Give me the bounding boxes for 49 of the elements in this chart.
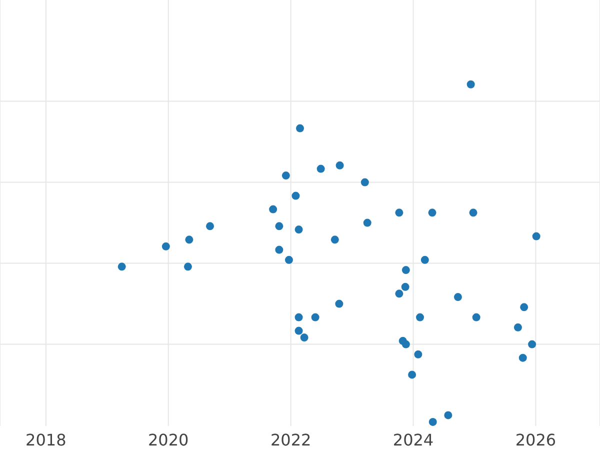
point (528, 340, 536, 348)
x-tick-label: 2026 (515, 430, 556, 450)
point (363, 218, 372, 227)
point (316, 164, 325, 173)
point (294, 326, 303, 335)
point (520, 303, 528, 312)
point (466, 80, 475, 88)
x-tick-label: 2020 (148, 430, 189, 450)
point (118, 262, 126, 271)
point (416, 313, 424, 322)
point (184, 262, 192, 271)
point (284, 256, 293, 264)
point (275, 222, 284, 230)
point (472, 313, 480, 322)
point (269, 205, 278, 214)
point (395, 208, 404, 217)
point (408, 370, 416, 379)
point (402, 266, 410, 274)
point (335, 300, 344, 308)
point (185, 236, 194, 244)
point (162, 242, 170, 250)
x-tick-label: 2018 (26, 430, 66, 450)
point (282, 172, 290, 180)
point (300, 334, 308, 342)
point (428, 208, 436, 217)
point (395, 290, 404, 298)
point (428, 418, 437, 426)
x-tick-label: 2022 (270, 430, 312, 450)
x-tick-label: 2024 (392, 430, 434, 450)
point (275, 246, 284, 254)
point (518, 354, 527, 362)
point (336, 161, 344, 170)
point (294, 226, 303, 234)
point (420, 256, 429, 264)
point (532, 232, 540, 240)
point (294, 313, 303, 322)
point (444, 411, 452, 420)
point (401, 282, 410, 291)
point (311, 313, 320, 322)
point (414, 350, 422, 358)
point (360, 178, 369, 186)
point (469, 208, 478, 217)
point (402, 340, 410, 348)
point (514, 323, 522, 332)
point (296, 124, 304, 132)
point (292, 192, 300, 200)
point (206, 222, 214, 230)
point (454, 293, 462, 302)
point (330, 236, 339, 244)
